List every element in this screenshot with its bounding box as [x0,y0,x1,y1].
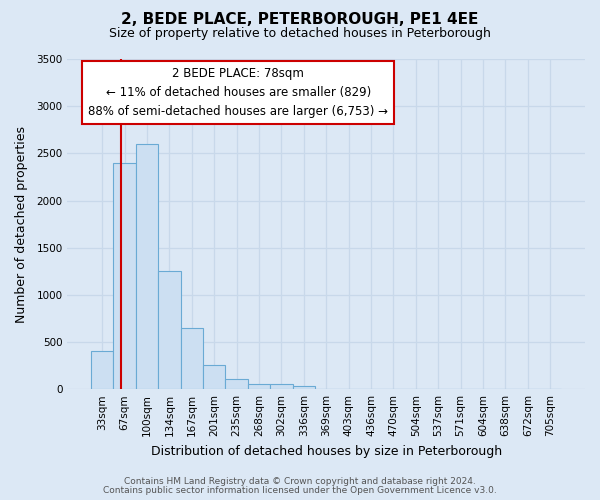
Bar [226,379,248,389]
Text: Contains public sector information licensed under the Open Government Licence v3: Contains public sector information licen… [103,486,497,495]
Bar [203,364,226,389]
Text: 2 BEDE PLACE: 78sqm
← 11% of detached houses are smaller (829)
88% of semi-detac: 2 BEDE PLACE: 78sqm ← 11% of detached ho… [88,68,388,118]
Text: Size of property relative to detached houses in Peterborough: Size of property relative to detached ho… [109,28,491,40]
Bar [181,328,203,389]
Bar [248,384,270,389]
Text: Contains HM Land Registry data © Crown copyright and database right 2024.: Contains HM Land Registry data © Crown c… [124,477,476,486]
Text: 2, BEDE PLACE, PETERBOROUGH, PE1 4EE: 2, BEDE PLACE, PETERBOROUGH, PE1 4EE [121,12,479,28]
Y-axis label: Number of detached properties: Number of detached properties [15,126,28,322]
X-axis label: Distribution of detached houses by size in Peterborough: Distribution of detached houses by size … [151,444,502,458]
Bar [113,163,136,389]
Bar [270,384,293,389]
Bar [158,272,181,389]
Bar [136,144,158,389]
Bar [91,352,113,389]
Bar [293,386,315,389]
